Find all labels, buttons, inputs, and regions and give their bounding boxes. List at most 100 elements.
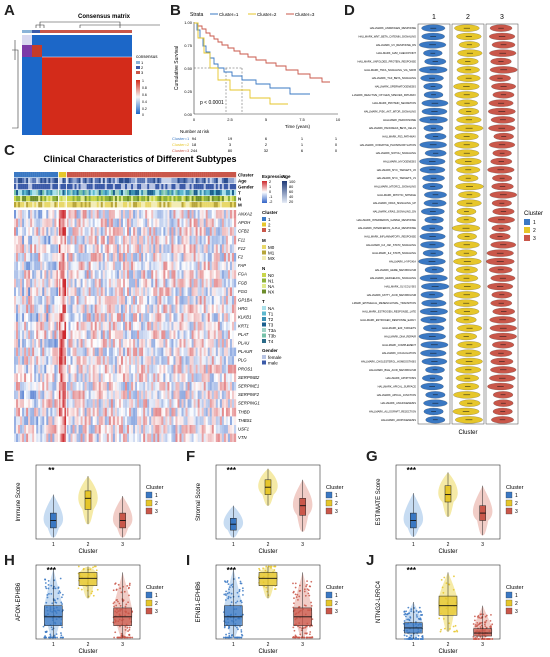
- heatmap-cell: [48, 253, 51, 262]
- jitter-point: [452, 625, 455, 628]
- heatmap-cell: [20, 218, 23, 228]
- heatmap-cell: [120, 416, 124, 426]
- heatmap-cell: [173, 425, 176, 434]
- jitter-point: [295, 596, 298, 598]
- track-cell-t: [211, 190, 214, 196]
- heatmap-cell: [102, 244, 105, 254]
- heatmap-cell: [88, 227, 91, 236]
- track-cell-age: [175, 178, 178, 184]
- heatmap-cell: [159, 287, 162, 297]
- track-cell-m: [36, 202, 39, 208]
- heatmap-cell: [52, 278, 55, 288]
- heatmap-cell: [137, 339, 140, 348]
- heatmap-cell: [108, 347, 112, 357]
- track-cell-t: [38, 190, 41, 196]
- heatmap-cell: [161, 296, 164, 305]
- heatmap-cell: [173, 433, 176, 442]
- heatmap-cell: [120, 296, 124, 305]
- jitter-point: [474, 625, 477, 628]
- heatmap-cell: [106, 218, 110, 228]
- heatmap-cell: [227, 373, 231, 383]
- gene-label: SERPINF2: [238, 392, 260, 397]
- heatmap-cell: [100, 270, 103, 279]
- heatmap-cell: [24, 433, 27, 442]
- jitter-point: [93, 565, 96, 568]
- heatmap-cell: [209, 433, 212, 442]
- heatmap-cell: [18, 278, 21, 288]
- legend-item: 2: [335, 501, 338, 507]
- heatmap-cell: [193, 356, 196, 365]
- heatmap-cell: [112, 210, 116, 219]
- track-cell-t: [72, 190, 75, 196]
- jitter-point: [298, 636, 301, 639]
- heatmap-cell: [70, 407, 73, 417]
- heatmap-cell: [110, 416, 114, 426]
- jitter-point: [294, 586, 297, 589]
- heatmap-cell: [197, 244, 200, 254]
- track-cell-m: [28, 202, 31, 208]
- track-cell-cluster: [110, 172, 114, 178]
- heatmap-cell: [139, 313, 142, 322]
- heatmap-cell: [112, 235, 116, 245]
- heatmap-cell: [36, 244, 39, 254]
- heatmap-cell: [211, 382, 214, 391]
- heatmap-cell: [90, 296, 93, 305]
- heatmap-cell: [171, 278, 174, 288]
- heatmap-cell: [205, 253, 208, 262]
- heatmap-cell: [167, 313, 170, 322]
- heatmap-cell: [52, 330, 55, 340]
- heatmap-cell: [211, 304, 214, 314]
- km-chart: Strata Cluster=1 Cluster=2 Cluster=3 Cum…: [174, 12, 341, 134]
- heatmap-cell: [92, 425, 95, 434]
- heatmap-cell: [110, 253, 114, 262]
- heatmap-cell: [94, 390, 97, 400]
- heatmap-cell: [219, 210, 223, 219]
- heatmap-cell: [197, 296, 200, 305]
- heatmap-cell: [147, 296, 150, 305]
- heatmap-cell: [80, 347, 83, 357]
- track-cell-n: [125, 196, 128, 202]
- heatmap-cell: [177, 296, 180, 305]
- heatmap-cell: [159, 373, 162, 383]
- heatmap-cell: [201, 244, 204, 254]
- heatmap-cell: [131, 364, 134, 374]
- heatmap-cell: [193, 235, 196, 245]
- heatmap-cell: [197, 270, 200, 279]
- jitter-point: [307, 589, 310, 592]
- heatmap-cell: [32, 235, 35, 245]
- hallmark-col-header: 1: [432, 14, 436, 21]
- track-cell-n: [34, 196, 37, 202]
- heatmap-cell: [133, 261, 136, 271]
- heatmap-cell: [145, 270, 148, 279]
- heatmap-cell: [157, 313, 160, 322]
- heatmap-cell: [213, 416, 216, 426]
- track-cell-n: [223, 196, 227, 202]
- heatmap-cell: [60, 235, 63, 245]
- jitter-point: [242, 589, 244, 592]
- heatmap-cell: [231, 278, 235, 288]
- heatmap-cell: [30, 287, 33, 297]
- track-cell-n: [106, 196, 110, 202]
- heatmap-cell: [155, 313, 158, 322]
- track-cell-n: [171, 196, 174, 202]
- heatmap-cell: [48, 382, 51, 391]
- heatmap-cell: [42, 433, 45, 442]
- heatmap-cell: [205, 278, 208, 288]
- heatmap-cell: [96, 210, 99, 219]
- heatmap-cell: [108, 278, 112, 288]
- heatmap-cell: [102, 287, 105, 297]
- heatmap-cell: [38, 425, 41, 434]
- heatmap-cell: [70, 270, 73, 279]
- heatmap-cell: [233, 313, 237, 322]
- heatmap-cell: [207, 347, 210, 357]
- heatmap-cell: [143, 287, 146, 297]
- heatmap-cell: [106, 399, 110, 408]
- legend-t-item: T1: [268, 311, 274, 316]
- jitter-point: [415, 636, 417, 639]
- heatmap-cell: [175, 244, 178, 254]
- track-cell-gender: [94, 184, 97, 190]
- heatmap-cell: [14, 382, 17, 391]
- jitter-point: [230, 592, 233, 595]
- heatmap-cell: [161, 373, 164, 383]
- heatmap-cell: [94, 339, 97, 348]
